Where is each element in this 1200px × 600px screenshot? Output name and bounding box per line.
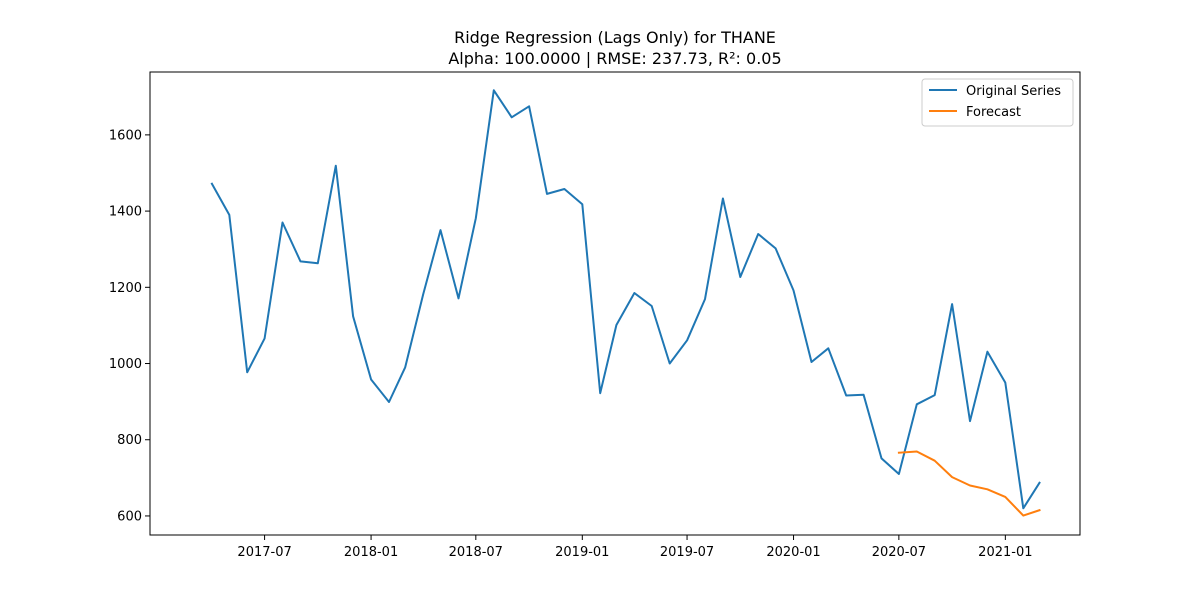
legend-box	[921, 78, 1074, 127]
x-tick-label: 2020-01	[766, 545, 820, 560]
legend-label-forecast: Forecast	[966, 105, 1021, 120]
y-tick-label: 600	[117, 509, 142, 524]
x-tick-label: 2018-01	[344, 545, 398, 560]
legend-label-original: Original Series	[966, 84, 1061, 99]
x-tick-label: 2019-01	[555, 545, 609, 560]
x-tick-label: 2019-07	[660, 545, 714, 560]
chart-subtitle: Alpha: 100.0000 | RMSE: 237.73, R²: 0.05	[448, 49, 781, 68]
chart-title: Ridge Regression (Lags Only) for THANE	[454, 28, 776, 47]
y-axis: 600 800 1000 1200 1400 1600	[109, 128, 150, 524]
x-tick-label: 2018-07	[449, 545, 503, 560]
x-tick-label: 2017-07	[237, 545, 291, 560]
y-tick-label: 1400	[109, 205, 142, 220]
legend: Original Series Forecast	[921, 78, 1074, 127]
plot-frame	[149, 71, 1081, 536]
series-line-0	[210, 89, 1041, 510]
x-axis: 2017-07 2018-01 2018-07 2019-01 2019-07 2020-…	[237, 535, 1033, 560]
series-line-1	[897, 450, 1041, 517]
y-tick-label: 1600	[109, 128, 142, 143]
y-tick-label: 800	[117, 433, 142, 448]
series-layer	[210, 89, 1041, 517]
y-tick-label: 1000	[109, 357, 142, 372]
x-tick-label: 2020-07	[872, 545, 926, 560]
y-tick-label: 1200	[109, 281, 142, 296]
x-tick-label: 2021-01	[978, 545, 1032, 560]
